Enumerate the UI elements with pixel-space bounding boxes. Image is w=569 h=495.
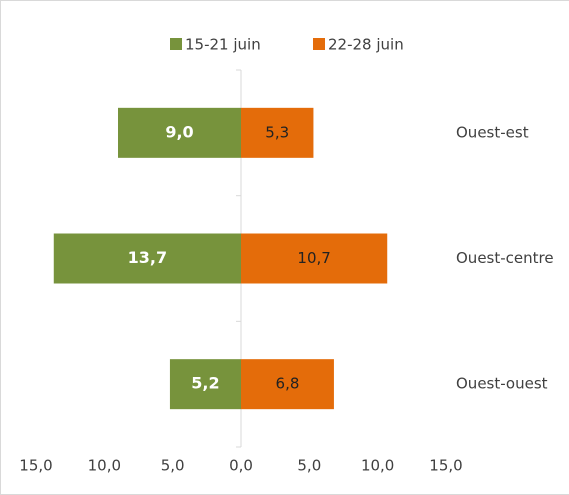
data-label: 10,7	[297, 249, 330, 267]
legend-label: 15-21 juin	[185, 36, 261, 54]
x-tick-label: 10,0	[361, 457, 394, 475]
bar	[241, 233, 388, 284]
legend-swatch	[313, 38, 325, 50]
bar	[118, 107, 241, 158]
x-tick-label: 10,0	[88, 457, 121, 475]
bar	[53, 233, 242, 284]
data-label: 5,3	[265, 123, 289, 141]
bar	[241, 359, 334, 410]
data-label: 9,0	[165, 122, 193, 141]
category-label: Ouest-centre	[456, 249, 554, 267]
category-label: Ouest-ouest	[456, 375, 548, 393]
bar	[169, 359, 241, 410]
category-label: Ouest-est	[456, 123, 529, 141]
x-tick-label: 15,0	[19, 457, 52, 475]
legend-swatch	[170, 38, 182, 50]
legend-label: 22-28 juin	[328, 36, 404, 54]
bar	[241, 107, 314, 158]
data-label: 13,7	[128, 248, 167, 267]
x-tick-label: 5,0	[297, 457, 321, 475]
x-tick-label: 15,0	[429, 457, 462, 475]
data-label: 6,8	[276, 375, 300, 393]
x-tick-label: 5,0	[161, 457, 185, 475]
x-tick-label: 0,0	[229, 457, 253, 475]
data-label: 5,2	[191, 374, 219, 393]
